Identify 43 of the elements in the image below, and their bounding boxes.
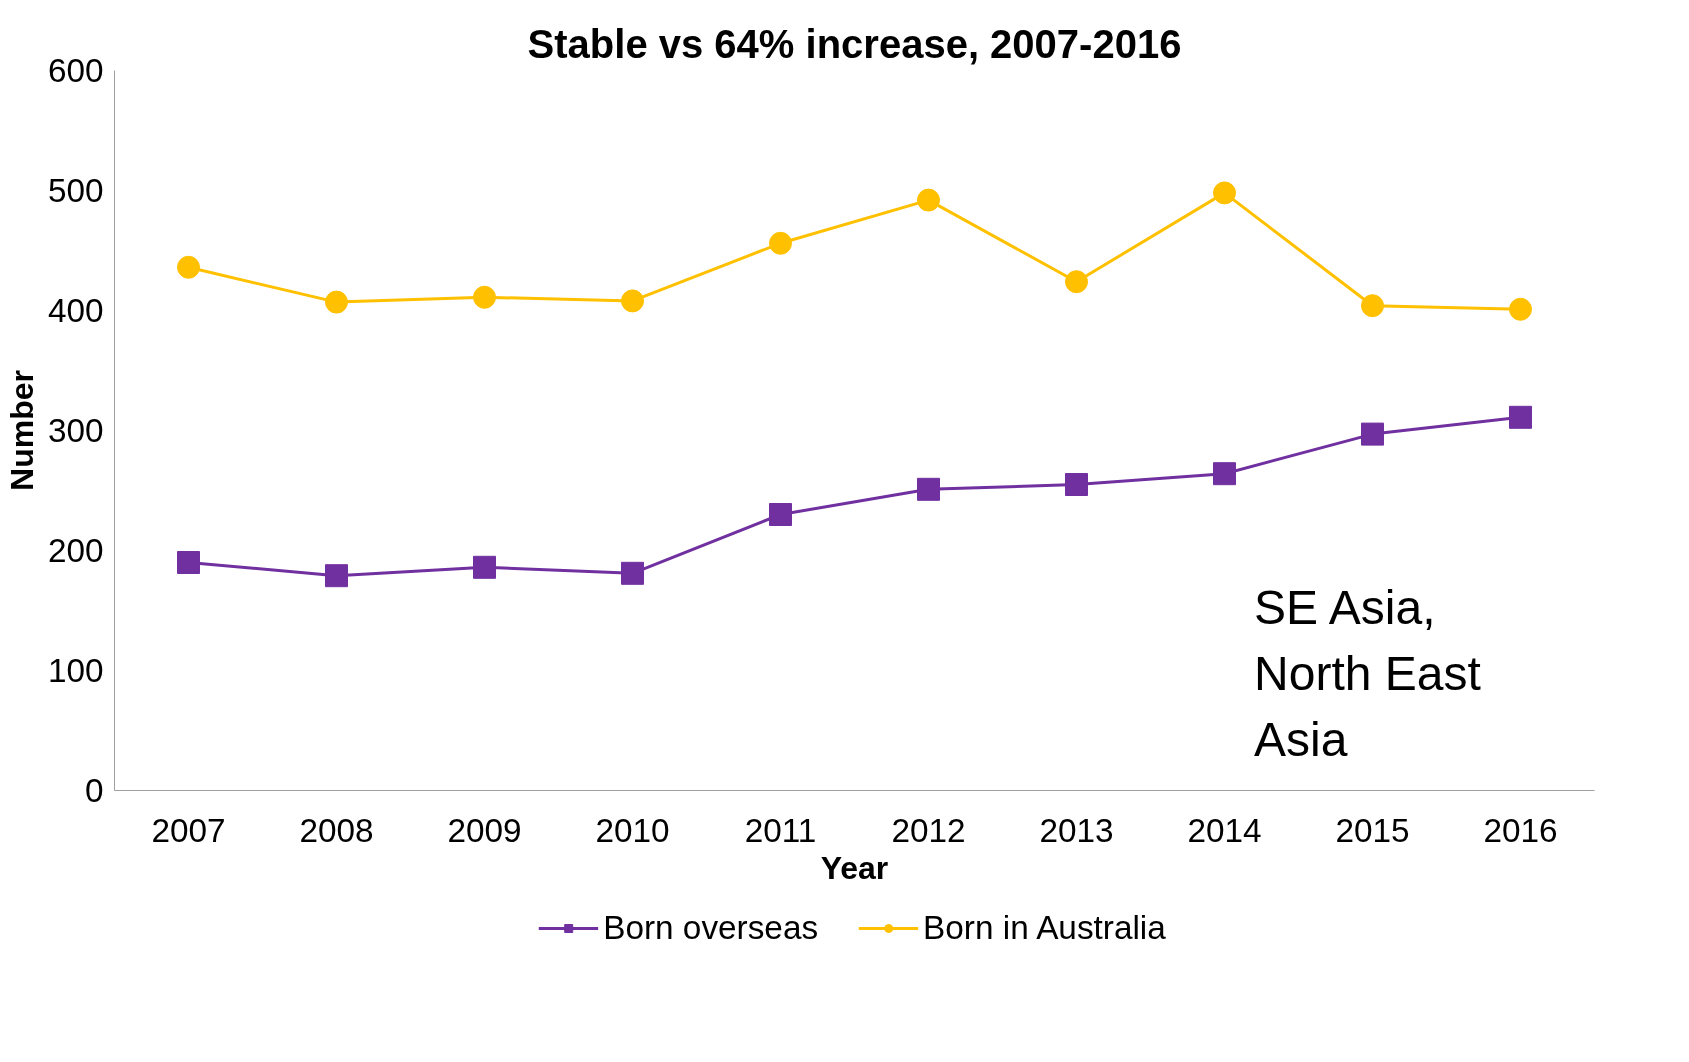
- point: [621, 289, 644, 313]
- legend-label: Born overseas: [603, 909, 819, 947]
- point: [1213, 462, 1236, 486]
- chart-title: Stable vs 64% increase, 2007-2016: [527, 21, 1182, 66]
- y-tick-label: 200: [47, 532, 104, 569]
- x-tick-label: 2016: [1483, 811, 1558, 849]
- point: [325, 290, 348, 314]
- x-tick-label: 2012: [891, 811, 966, 849]
- y-tick-label: 500: [47, 172, 104, 209]
- y-tick-label: 0: [84, 772, 104, 809]
- point: [1213, 181, 1236, 205]
- x-axis-title: Year: [820, 849, 889, 886]
- legend-label: Born in Australia: [923, 909, 1166, 947]
- point: [769, 503, 792, 526]
- point: [1065, 270, 1088, 294]
- point: [1361, 294, 1384, 318]
- point: [917, 477, 940, 501]
- point: [325, 564, 348, 588]
- point: [1509, 405, 1532, 429]
- y-axis-title: Number: [3, 370, 40, 491]
- annotation: SE Asia, North East Asia: [1254, 580, 1481, 766]
- x-tick-label: 2013: [1039, 811, 1114, 849]
- point: [769, 231, 792, 255]
- x-tick-label: 2015: [1335, 811, 1410, 849]
- point: [177, 255, 200, 279]
- x-tick-label: 2008: [299, 811, 374, 849]
- x-tick-label: 2011: [744, 811, 817, 849]
- point: [621, 561, 644, 585]
- x-tick-label: 2009: [447, 811, 522, 849]
- y-tick-label: 600: [47, 52, 104, 89]
- point: [473, 285, 496, 309]
- y-tick-label: 300: [47, 412, 104, 449]
- y-tick-label: 400: [47, 292, 104, 329]
- y-tick-label: 100: [47, 652, 104, 689]
- point: [1065, 473, 1088, 496]
- x-tick-label: 2010: [595, 811, 670, 849]
- point: [1509, 297, 1532, 321]
- point: [177, 551, 200, 574]
- point: [473, 555, 496, 579]
- point: [1361, 422, 1384, 446]
- point: [917, 188, 940, 212]
- x-tick-label: 2014: [1187, 811, 1262, 849]
- x-tick-label: 2007: [151, 811, 226, 849]
